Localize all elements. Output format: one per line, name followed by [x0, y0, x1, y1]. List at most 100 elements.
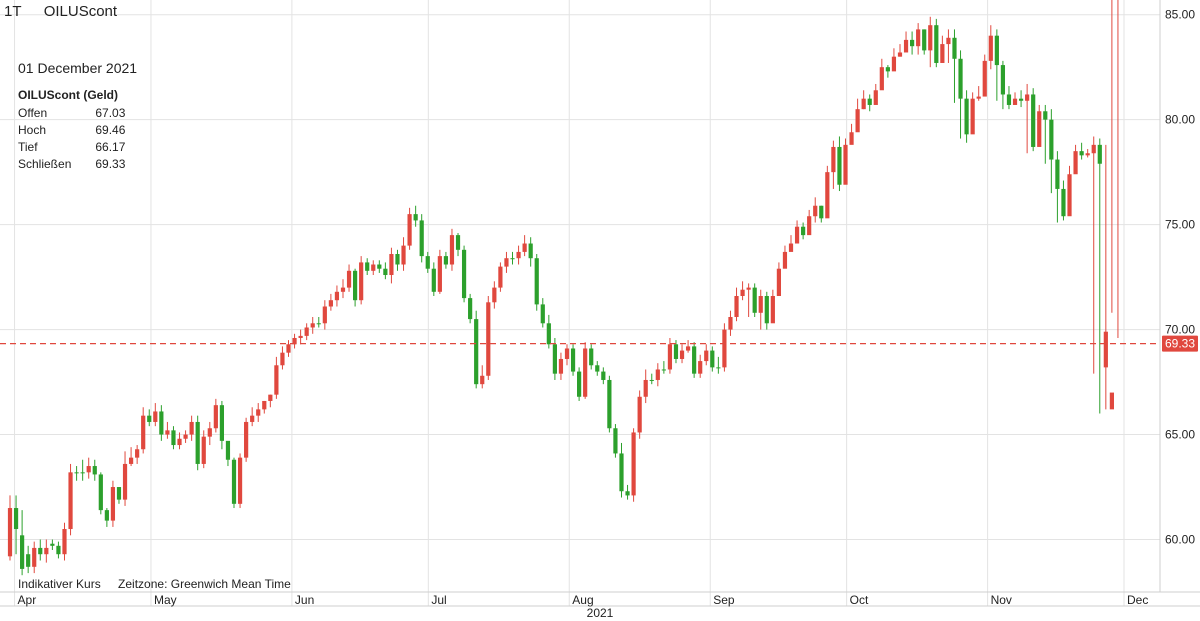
candle-body [746, 287, 751, 290]
candle-body [352, 270, 358, 301]
candle-body [147, 415, 152, 422]
candle-body [280, 352, 285, 366]
candle-body [153, 411, 158, 422]
candle-body [879, 67, 884, 91]
candle-body [734, 296, 739, 317]
candle-body [1097, 144, 1102, 164]
candle-body [437, 256, 442, 292]
candle-body [570, 348, 576, 372]
ohlc-label: Tief [18, 140, 38, 154]
candle-body [461, 249, 467, 299]
candle-body [498, 266, 503, 288]
candle-body [976, 96, 981, 99]
candle-body [334, 291, 340, 301]
candle-body [1006, 94, 1012, 105]
candle-body [225, 440, 231, 460]
candle-body [455, 235, 461, 250]
candle-body [86, 466, 91, 473]
candle-body [552, 344, 557, 374]
candle-body [673, 344, 679, 359]
candle-body [903, 39, 909, 53]
candle-body [619, 453, 624, 492]
candle-body [74, 472, 79, 474]
candle-body [885, 67, 890, 72]
candle-body [359, 262, 364, 301]
candle-body [135, 449, 140, 458]
candle-body [141, 415, 146, 450]
candle-body [322, 306, 327, 324]
ohlc-row-low: Tief 66.17 [18, 140, 125, 157]
candle-body [1049, 119, 1054, 160]
candle-body [171, 430, 176, 446]
candle-body [964, 98, 969, 135]
ohlc-value: 66.17 [95, 140, 126, 154]
candle-body [492, 287, 497, 303]
candle-body [655, 369, 660, 380]
candle-body [207, 428, 212, 437]
candle-body [480, 375, 485, 385]
candle-body [504, 258, 509, 267]
candle-body [516, 251, 521, 259]
candle-body [68, 472, 73, 530]
x-tick-label: Aug [572, 593, 593, 607]
candle-body [298, 335, 303, 338]
candle-body [177, 438, 182, 446]
ohlc-label: Schließen [18, 157, 72, 171]
ohlc-row-high: Hoch 69.46 [18, 123, 125, 140]
candle-body [38, 547, 43, 555]
candle-body [510, 258, 515, 260]
candle-body [577, 371, 582, 397]
candle-body [649, 379, 654, 381]
x-tick-label: Dec [1127, 593, 1148, 607]
candle-body [395, 254, 400, 265]
candle-body [1031, 94, 1036, 147]
candle-body [770, 296, 775, 324]
candle-body [443, 256, 449, 265]
candle-body [32, 547, 37, 567]
candle-body [1073, 151, 1078, 175]
candle-body [425, 256, 430, 269]
candle-body [710, 350, 715, 368]
candle-body [825, 172, 830, 219]
instrument-label[interactable]: OILUScont [43, 3, 118, 20]
candle-body [365, 262, 370, 271]
x-axis-year-label: 2021 [587, 606, 614, 620]
candle-body [534, 258, 539, 305]
candle-body [80, 472, 85, 474]
candle-body [62, 529, 67, 555]
candle-body [583, 348, 588, 397]
candle-body [782, 251, 788, 269]
candle-body [661, 369, 666, 371]
y-tick-label: 75.00 [1165, 218, 1195, 232]
candle-body [631, 432, 636, 496]
candle-body [346, 270, 352, 288]
candle-body [819, 205, 824, 219]
candle-body [849, 132, 854, 145]
candle-body [26, 554, 31, 567]
candle-body [607, 379, 612, 429]
x-tick-label: Jul [431, 593, 446, 607]
candle-body [813, 205, 818, 217]
candle-body [540, 304, 545, 324]
interval-label[interactable]: 1T [4, 3, 22, 20]
candle-body [1091, 144, 1096, 154]
candle-body [389, 254, 394, 276]
candle-body [837, 146, 842, 185]
indicative-price-note: Indikativer Kurs [18, 577, 101, 591]
candle-body [909, 39, 915, 47]
candle-body [474, 319, 479, 385]
candle-body [558, 358, 564, 374]
candle-body [843, 144, 848, 185]
candle-body [1109, 392, 1114, 410]
candle-body [468, 298, 473, 320]
candle-body [159, 411, 164, 435]
candle-body [958, 58, 963, 99]
candle-body [328, 300, 333, 307]
candle-body [413, 214, 418, 221]
candle-body [262, 400, 267, 410]
candle-body [855, 109, 860, 133]
candle-body [116, 487, 122, 500]
candle-body [274, 365, 279, 395]
candle-body [546, 323, 551, 345]
